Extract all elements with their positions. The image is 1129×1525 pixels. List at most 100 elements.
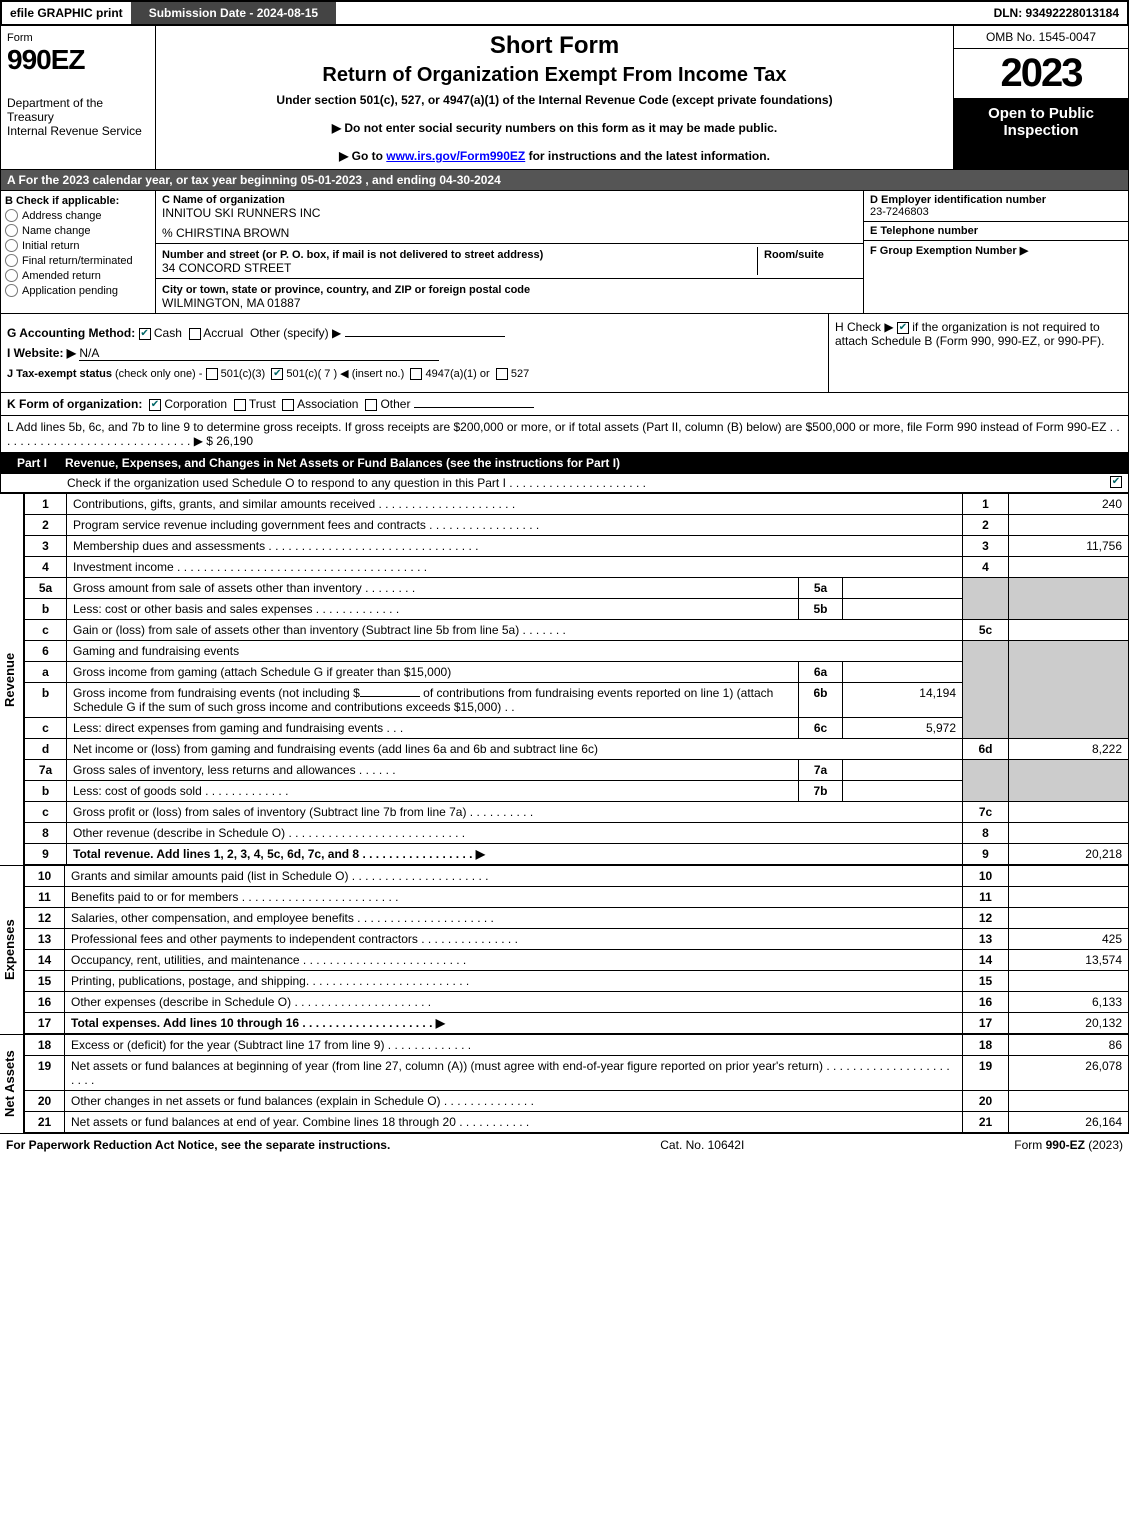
cb-501c[interactable]	[271, 368, 283, 380]
room-label: Room/suite	[764, 249, 824, 261]
top-bar: efile GRAPHIC print Submission Date - 20…	[0, 0, 1129, 26]
line-17: 17Total expenses. Add lines 10 through 1…	[25, 1013, 1129, 1034]
expenses-table: 10Grants and similar amounts paid (list …	[24, 865, 1129, 1034]
cb-association[interactable]	[282, 399, 294, 411]
line-6: 6Gaming and fundraising events	[25, 641, 1129, 662]
omb-number: OMB No. 1545-0047	[954, 26, 1128, 49]
cb-address-change[interactable]: Address change	[5, 209, 151, 222]
line-1: 1Contributions, gifts, grants, and simil…	[25, 494, 1129, 515]
cb-other-org[interactable]	[365, 399, 377, 411]
footer-form-id: Form 990-EZ (2023)	[1014, 1138, 1123, 1152]
page-footer: For Paperwork Reduction Act Notice, see …	[0, 1133, 1129, 1156]
form-number: 990EZ	[7, 44, 149, 76]
cb-cash[interactable]	[139, 328, 151, 340]
addr-label: Number and street (or P. O. box, if mail…	[162, 249, 543, 261]
line-19: 19Net assets or fund balances at beginni…	[25, 1056, 1129, 1091]
section-k: K Form of organization: Corporation Trus…	[0, 393, 1129, 416]
g-i-j-col: G Accounting Method: Cash Accrual Other …	[1, 314, 828, 392]
cb-corporation[interactable]	[149, 399, 161, 411]
line-6d: dNet income or (loss) from gaming and fu…	[25, 739, 1129, 760]
line-12: 12Salaries, other compensation, and empl…	[25, 908, 1129, 929]
revenue-tab: Revenue	[0, 493, 24, 865]
line-7a: 7aGross sales of inventory, less returns…	[25, 760, 1129, 781]
line-5a: 5aGross amount from sale of assets other…	[25, 578, 1129, 599]
note-no-ssn: ▶ Do not enter social security numbers o…	[162, 121, 947, 135]
j-tax-exempt: J Tax-exempt status (check only one) - 5…	[7, 367, 822, 380]
street-address: 34 CONCORD STREET	[162, 261, 291, 275]
line-18: 18Excess or (deficit) for the year (Subt…	[25, 1035, 1129, 1056]
d-ein-label: D Employer identification number	[870, 194, 1122, 206]
line-4: 4Investment income . . . . . . . . . . .…	[25, 557, 1129, 578]
ein-value: 23-7246803	[870, 206, 1122, 218]
cb-application-pending[interactable]: Application pending	[5, 284, 151, 297]
line-5c: cGain or (loss) from sale of assets othe…	[25, 620, 1129, 641]
subtitle-section: Under section 501(c), 527, or 4947(a)(1)…	[162, 93, 947, 107]
form-header: Form 990EZ Department of the Treasury In…	[0, 26, 1129, 170]
org-name: INNITOU SKI RUNNERS INC	[162, 206, 857, 220]
b-header: B Check if applicable:	[5, 195, 151, 207]
footer-cat-no: Cat. No. 10642I	[660, 1138, 744, 1152]
line-7c: cGross profit or (loss) from sales of in…	[25, 802, 1129, 823]
line-20: 20Other changes in net assets or fund ba…	[25, 1091, 1129, 1112]
cb-schedule-b-not-required[interactable]	[897, 322, 909, 334]
header-center: Short Form Return of Organization Exempt…	[156, 26, 953, 169]
header-right: OMB No. 1545-0047 2023 Open to Public In…	[953, 26, 1128, 169]
care-of: % CHIRSTINA BROWN	[162, 226, 857, 240]
h-schedule-b: H Check ▶ if the organization is not req…	[828, 314, 1128, 392]
line-21: 21Net assets or fund balances at end of …	[25, 1112, 1129, 1133]
net-assets-section: Net Assets 18Excess or (deficit) for the…	[0, 1034, 1129, 1133]
cb-4947[interactable]	[410, 368, 422, 380]
section-a-tax-year: A For the 2023 calendar year, or tax yea…	[0, 170, 1129, 191]
expenses-section: Expenses 10Grants and similar amounts pa…	[0, 865, 1129, 1034]
section-l: L Add lines 5b, 6c, and 7b to line 9 to …	[0, 416, 1129, 453]
city-state-zip: WILMINGTON, MA 01887	[162, 296, 301, 310]
section-g-to-j: G Accounting Method: Cash Accrual Other …	[0, 314, 1129, 393]
part-1-title: Revenue, Expenses, and Changes in Net As…	[65, 456, 620, 470]
expenses-tab: Expenses	[0, 865, 24, 1034]
cb-accrual[interactable]	[189, 328, 201, 340]
cb-amended-return[interactable]: Amended return	[5, 269, 151, 282]
net-assets-table: 18Excess or (deficit) for the year (Subt…	[24, 1034, 1129, 1133]
open-to-public: Open to Public Inspection	[954, 99, 1128, 169]
cb-name-change[interactable]: Name change	[5, 224, 151, 237]
part-1-header: Part I Revenue, Expenses, and Changes in…	[0, 453, 1129, 474]
title-return: Return of Organization Exempt From Incom…	[162, 64, 947, 87]
line-15: 15Printing, publications, postage, and s…	[25, 971, 1129, 992]
net-assets-tab: Net Assets	[0, 1034, 24, 1133]
c-name-label: C Name of organization	[162, 194, 857, 206]
revenue-table: 1Contributions, gifts, grants, and simil…	[24, 493, 1129, 865]
line-2: 2Program service revenue including gover…	[25, 515, 1129, 536]
cb-initial-return[interactable]: Initial return	[5, 239, 151, 252]
cb-trust[interactable]	[234, 399, 246, 411]
tax-year: 2023	[954, 49, 1128, 99]
line-14: 14Occupancy, rent, utilities, and mainte…	[25, 950, 1129, 971]
line-11: 11Benefits paid to or for members . . . …	[25, 887, 1129, 908]
submission-date-button[interactable]: Submission Date - 2024-08-15	[131, 2, 336, 24]
section-d-e-f: D Employer identification number 23-7246…	[863, 191, 1128, 313]
form-label: Form	[7, 32, 149, 44]
header-left: Form 990EZ Department of the Treasury In…	[1, 26, 156, 169]
line-13: 13Professional fees and other payments t…	[25, 929, 1129, 950]
line-8: 8Other revenue (describe in Schedule O) …	[25, 823, 1129, 844]
cb-final-return[interactable]: Final return/terminated	[5, 254, 151, 267]
city-label: City or town, state or province, country…	[162, 284, 530, 296]
irs-link[interactable]: www.irs.gov/Form990EZ	[386, 149, 525, 163]
f-group-label: F Group Exemption Number ▶	[870, 245, 1028, 257]
section-b-checkboxes: B Check if applicable: Address change Na…	[1, 191, 156, 313]
g-accounting: G Accounting Method: Cash Accrual Other …	[7, 326, 822, 340]
note-goto: ▶ Go to www.irs.gov/Form990EZ for instru…	[162, 149, 947, 163]
cb-501c3[interactable]	[206, 368, 218, 380]
cb-schedule-o-part1[interactable]	[1110, 476, 1122, 488]
efile-print[interactable]: efile GRAPHIC print	[2, 2, 131, 24]
line-16: 16Other expenses (describe in Schedule O…	[25, 992, 1129, 1013]
department-label: Department of the Treasury Internal Reve…	[7, 96, 149, 138]
section-c-address: C Name of organization INNITOU SKI RUNNE…	[156, 191, 863, 313]
gross-receipts-value: 26,190	[216, 434, 253, 448]
dln-number: DLN: 93492228013184	[986, 2, 1127, 24]
cb-527[interactable]	[496, 368, 508, 380]
line-9: 9Total revenue. Add lines 1, 2, 3, 4, 5c…	[25, 844, 1129, 865]
part-1-tag: Part I	[9, 456, 55, 470]
line-3: 3Membership dues and assessments . . . .…	[25, 536, 1129, 557]
title-short-form: Short Form	[162, 32, 947, 60]
part-1-check-row: Check if the organization used Schedule …	[0, 474, 1129, 493]
